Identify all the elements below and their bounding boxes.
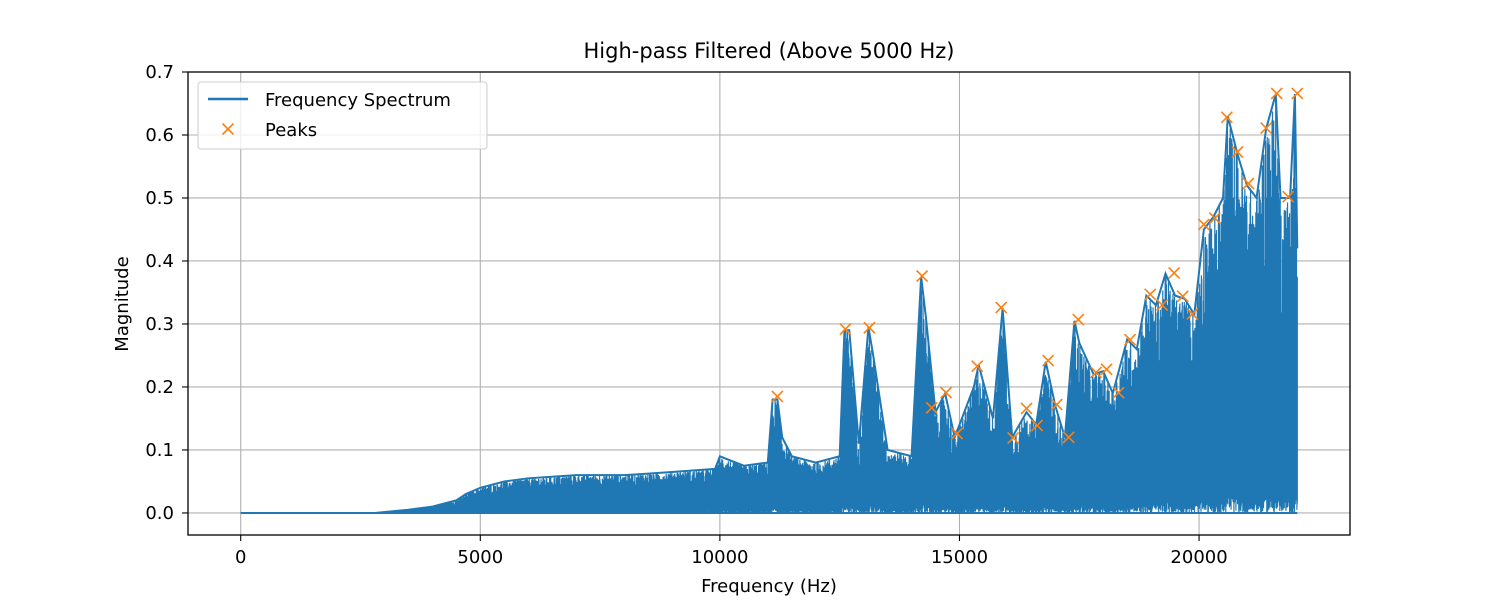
peak-marker	[939, 386, 953, 399]
peak-marker	[971, 360, 984, 373]
peak-marker	[1112, 386, 1125, 399]
peak-marker	[1242, 177, 1255, 190]
peak-marker	[1072, 313, 1085, 326]
legend: Frequency Spectrum Peaks	[197, 81, 488, 150]
peak-marker	[1176, 290, 1189, 303]
peak-marker	[995, 301, 1008, 314]
peak-marker	[1291, 87, 1304, 100]
peak-marker	[1282, 190, 1295, 203]
legend-box	[197, 81, 488, 150]
legend-peaks-swatch	[221, 122, 235, 136]
spectrum-line	[240, 95, 1298, 514]
peak-marker	[1031, 419, 1044, 432]
x-tick-label: 0	[235, 547, 246, 568]
y-tick-label: 0.3	[145, 314, 174, 335]
peak-marker	[771, 390, 784, 403]
peak-marker	[1123, 333, 1137, 346]
x-tick-label: 5000	[457, 547, 503, 568]
y-tick-label: 0.0	[145, 503, 174, 524]
chart-title: High-pass Filtered (Above 5000 Hz)	[584, 39, 955, 63]
peak-marker	[863, 321, 876, 334]
axis-ticks: 0 5000 10000 15000 20000 0.0 0.1 0.2 0.3 0.4 0.5 0.…	[145, 62, 1227, 568]
spectrum-envelope	[240, 93, 1299, 514]
peak-marker	[1050, 398, 1063, 411]
y-axis-title: Magnitude	[112, 256, 133, 351]
peak-marker	[916, 270, 929, 283]
peaks-series	[771, 87, 1304, 445]
x-tick-label: 20000	[1170, 547, 1227, 568]
peak-marker	[1144, 288, 1157, 301]
peak-marker	[951, 427, 964, 440]
peak-marker	[925, 401, 938, 414]
x-axis-title: Frequency (Hz)	[701, 576, 837, 597]
y-tick-label: 0.4	[145, 251, 174, 272]
peak-marker	[1231, 145, 1244, 159]
legend-peaks-label: Peaks	[265, 120, 317, 141]
peak-marker	[1186, 307, 1199, 320]
peak-marker	[1062, 431, 1075, 444]
peak-marker	[1020, 402, 1033, 415]
legend-spectrum-label: Frequency Spectrum	[265, 90, 451, 111]
peak-marker	[1168, 266, 1181, 280]
y-tick-label: 0.5	[145, 188, 174, 209]
peak-marker	[1270, 87, 1283, 100]
peak-marker	[1260, 121, 1273, 135]
peak-marker	[1208, 212, 1221, 225]
peak-marker	[1042, 354, 1055, 367]
y-tick-label: 0.2	[145, 377, 174, 398]
peak-marker	[839, 322, 852, 336]
peak-marker	[1007, 431, 1020, 445]
legend-peak-x	[221, 122, 235, 136]
x-tick-label: 10000	[691, 547, 748, 568]
peak-marker	[1100, 363, 1113, 376]
y-tick-label: 0.6	[145, 125, 174, 146]
peak-marker	[1156, 299, 1169, 312]
peak-marker	[1220, 111, 1233, 124]
y-tick-label: 0.1	[145, 440, 174, 461]
spectrum-series	[240, 93, 1299, 514]
plot-area-frame	[187, 71, 1351, 536]
peak-marker	[1197, 218, 1210, 231]
y-tick-label: 0.7	[145, 62, 174, 83]
x-tick-label: 15000	[931, 547, 988, 568]
peak-marker	[1089, 366, 1103, 379]
